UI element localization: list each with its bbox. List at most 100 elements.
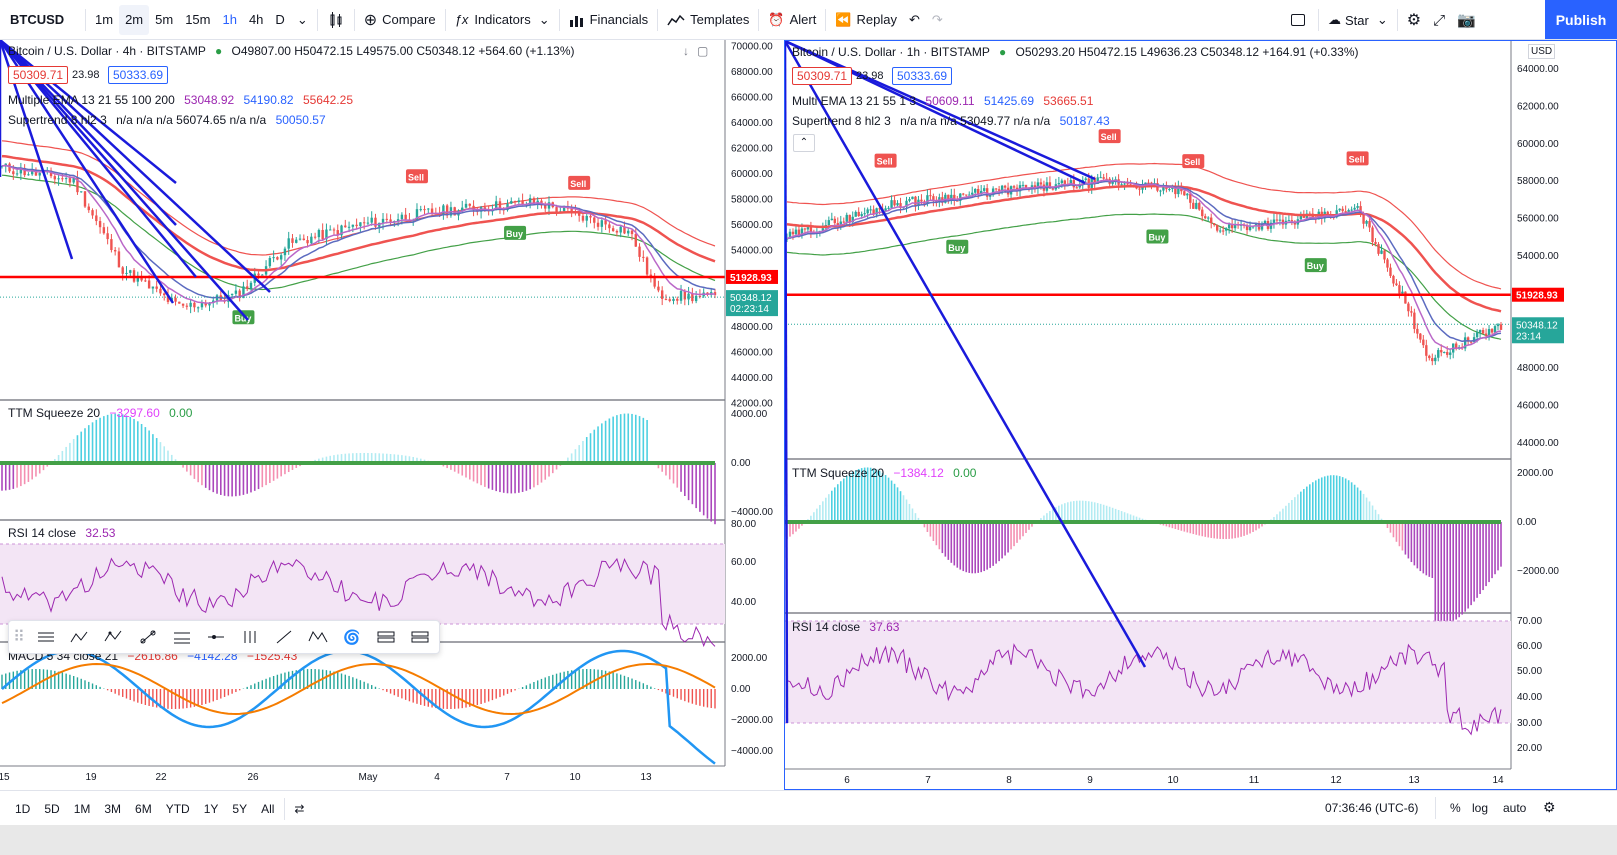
divider [353, 8, 355, 31]
candle-body [68, 178, 72, 183]
range-6m[interactable]: 6M [135, 801, 152, 816]
interval-4h[interactable]: 4h [248, 12, 264, 27]
candle-body [884, 208, 887, 212]
gear-icon[interactable]: ⚙ [1406, 12, 1422, 29]
short-position-icon[interactable] [403, 621, 437, 653]
candle-body [1198, 202, 1201, 210]
spiral-icon[interactable]: 🌀 [343, 628, 361, 645]
interval-2m[interactable]: 2m [119, 4, 150, 35]
drag-handle-icon[interactable]: ⠿ [13, 629, 25, 646]
interval-1m[interactable]: 1m [95, 12, 114, 27]
candle-body [147, 280, 151, 289]
range-1d[interactable]: 1D [15, 801, 31, 816]
range-1y[interactable]: 1Y [203, 801, 219, 816]
interval-5m[interactable]: 5m [155, 12, 174, 27]
right-bid-box[interactable]: 50309.71 [792, 67, 853, 85]
candle-body [528, 198, 532, 205]
interval-D[interactable]: D [275, 12, 285, 27]
symbol-search[interactable]: BTCUSD [10, 12, 65, 27]
sell-signal-label: Sell [408, 172, 424, 182]
candle-body [1204, 216, 1207, 219]
gear-icon[interactable]: ⚙ [1543, 799, 1556, 815]
star-label: Star [1345, 12, 1369, 28]
arrow-down-icon[interactable]: ↓ [683, 44, 689, 58]
price-axis-label: 58000.00 [1517, 176, 1559, 187]
candle-body [204, 303, 207, 306]
left-rsi-legend[interactable]: RSI 14 close 32.53 [8, 526, 115, 540]
replay-button[interactable]: ⏪ Replay [829, 5, 903, 35]
range-ytd[interactable]: YTD [165, 801, 190, 816]
rsi-axis-label: 20.00 [1517, 743, 1542, 754]
trend-line-icon[interactable] [131, 621, 165, 653]
compare-button[interactable]: ⊕ Compare [358, 5, 442, 35]
star-button[interactable]: ☁ Star ⌄ [1322, 5, 1394, 35]
layout-icon[interactable] [1285, 5, 1315, 35]
right-ask-box[interactable]: 50333.69 [892, 67, 953, 85]
fib-icon[interactable] [165, 621, 199, 653]
right-rsi-legend[interactable]: RSI 14 close 37.63 [792, 620, 899, 634]
left-bid-box[interactable]: 50309.71 [8, 66, 69, 84]
indicators-button[interactable]: ƒx Indicators ⌄ [449, 5, 556, 35]
fullscreen-icon[interactable]: ⤢ [1433, 11, 1446, 29]
rsi-value: 32.53 [85, 526, 116, 540]
right-chart-pane[interactable]: Sell Sell Sell Sell Buy Buy Buy 64000.00 62000.0… [784, 40, 1617, 790]
horizontal-ray-icon[interactable] [199, 621, 233, 653]
ema-value: 54190.82 [243, 93, 294, 107]
date-range-icon[interactable]: ⇄ [294, 801, 305, 816]
rsi-axis-label: 60.00 [1517, 641, 1542, 652]
left-supertrend-legend[interactable]: Supertrend 8 hl2 3 n/a n/a n/a 56074.65 … [8, 113, 326, 127]
redo-icon[interactable]: ↷ [931, 11, 943, 27]
templates-button[interactable]: Templates [661, 5, 755, 35]
log-toggle[interactable]: log [1472, 801, 1489, 815]
candle-body [642, 256, 645, 258]
interval-1h[interactable]: 1h [222, 12, 237, 27]
candle-body [102, 227, 106, 234]
range-all[interactable]: All [261, 801, 275, 816]
range-5y[interactable]: 5Y [232, 801, 248, 816]
candle-style-icon[interactable] [321, 5, 351, 35]
maximize-icon[interactable]: ▢ [697, 44, 709, 58]
range-5d[interactable]: 5D [44, 801, 60, 816]
financials-button[interactable]: Financials [563, 5, 655, 35]
candle-body [385, 218, 388, 220]
horizontal-lines-icon[interactable] [29, 621, 63, 653]
left-chart-canvas[interactable]: Sell Sell Buy Buy 70000.00 68000.00 66000.00 64… [0, 40, 782, 790]
left-chart-pane[interactable]: Sell Sell Buy Buy 70000.00 68000.00 66000.00 64… [0, 40, 782, 790]
publish-button[interactable]: Publish [1545, 0, 1617, 39]
undo-icon[interactable]: ↶ [908, 11, 920, 27]
candle-body [985, 188, 989, 197]
left-ema-legend[interactable]: Multiple EMA 13 21 55 100 200 53048.92 5… [8, 93, 353, 107]
long-position-icon[interactable] [369, 621, 403, 653]
candle-body [72, 177, 75, 183]
collapse-legend-button[interactable]: ⌃ [793, 134, 815, 152]
candle-body [1248, 226, 1252, 231]
right-ema-legend[interactable]: Multi EMA 13 21 55 1 3 50609.11 51425.69… [792, 94, 1093, 108]
candle-body [163, 293, 166, 296]
currency-label[interactable]: USD [1528, 44, 1556, 59]
pattern-abc-icon[interactable] [63, 621, 97, 653]
xabcd-icon[interactable] [301, 621, 335, 653]
auto-toggle[interactable]: auto [1503, 801, 1527, 815]
left-ttm-legend[interactable]: TTM Squeeze 20 −3297.60 0.00 [8, 406, 192, 420]
function-icon: ƒx [454, 12, 469, 27]
right-supertrend-legend[interactable]: Supertrend 8 hl2 3 n/a n/a n/a 53049.77 … [792, 114, 1110, 128]
pattern-abcd-icon[interactable] [97, 621, 131, 653]
range-3m[interactable]: 3M [104, 801, 122, 816]
right-ttm-legend[interactable]: TTM Squeeze 20 −1384.12 0.00 [792, 466, 976, 480]
chevron-down-icon[interactable]: ⌄ [296, 11, 308, 27]
interval-15m[interactable]: 15m [185, 12, 211, 27]
percent-toggle[interactable]: % [1450, 801, 1461, 815]
candle-body [585, 215, 588, 221]
time-axis-label: 10 [569, 772, 581, 783]
candle-body [1224, 228, 1228, 231]
camera-icon[interactable]: 📷 [1457, 12, 1476, 29]
left-ask-box[interactable]: 50333.69 [108, 66, 169, 84]
clock-display[interactable]: 07:36:46 (UTC-6) [1325, 801, 1419, 815]
drawing-toolbar: ⠿ 🌀 [8, 620, 440, 654]
alert-button[interactable]: ⏰ Alert [762, 5, 822, 35]
range-1m[interactable]: 1M [73, 801, 91, 816]
vertical-lines-icon[interactable] [233, 621, 267, 653]
line-tool-icon[interactable] [267, 621, 301, 653]
candle-body [144, 280, 147, 282]
